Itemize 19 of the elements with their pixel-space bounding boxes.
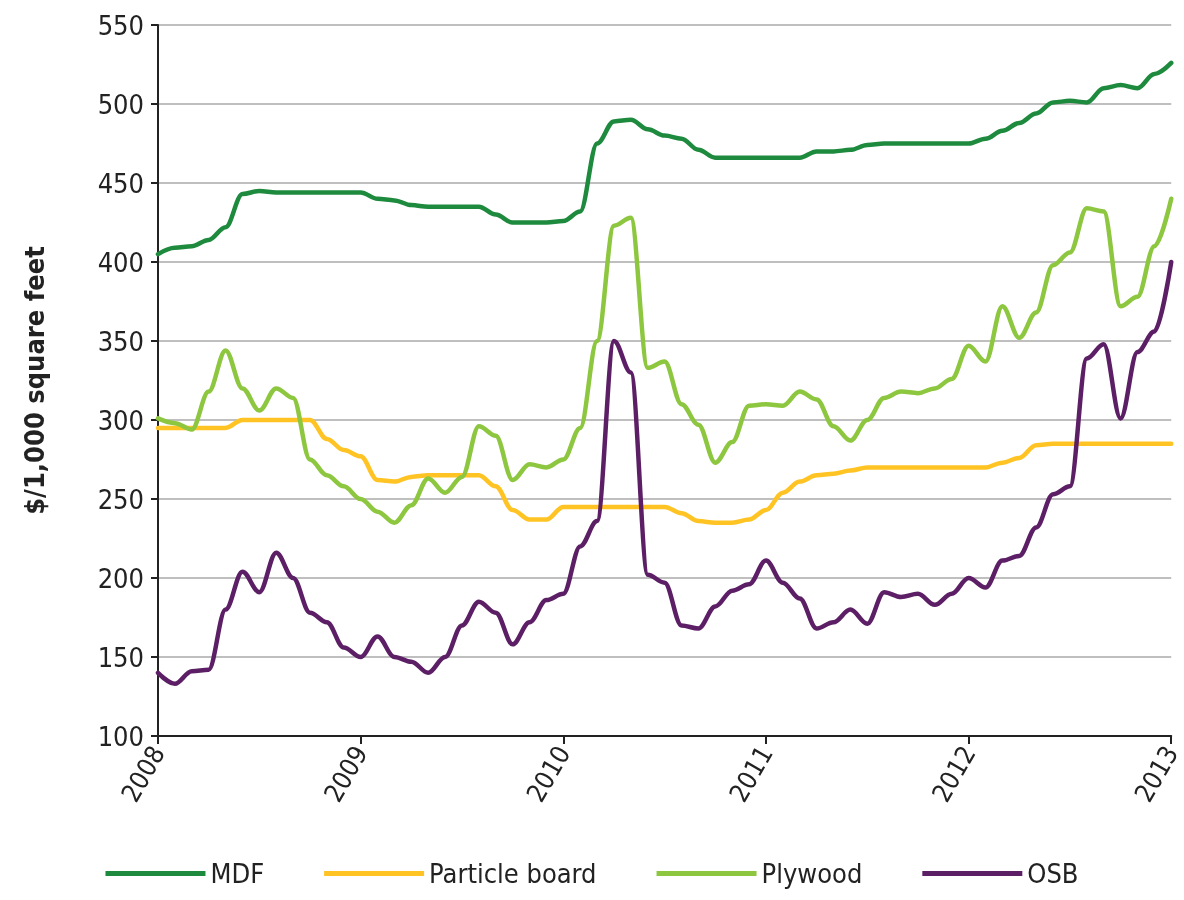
y-tick-label: 150: [97, 641, 144, 673]
legend-label: OSB: [1027, 858, 1079, 889]
y-tick-label: 250: [97, 483, 144, 515]
y-tick-label: 200: [97, 562, 144, 594]
y-tick-label: 500: [97, 88, 144, 120]
y-tick-label: 300: [97, 404, 144, 436]
line-series: [155, 196, 1174, 525]
y-tick-label: 550: [97, 9, 144, 41]
line-series: [155, 417, 1174, 525]
y-axis-title: $/1,000 square feet: [19, 245, 50, 515]
y-tick-label: 450: [97, 167, 144, 199]
legend-label: Plywood: [761, 858, 863, 889]
legend-label: Particle board: [429, 858, 597, 889]
line-series: [155, 60, 1174, 257]
legend-label: MDF: [210, 858, 265, 889]
y-tick-label: 350: [97, 325, 144, 357]
line-series: [155, 259, 1174, 687]
y-tick-label: 100: [97, 720, 144, 752]
y-tick-label: 400: [97, 246, 144, 278]
